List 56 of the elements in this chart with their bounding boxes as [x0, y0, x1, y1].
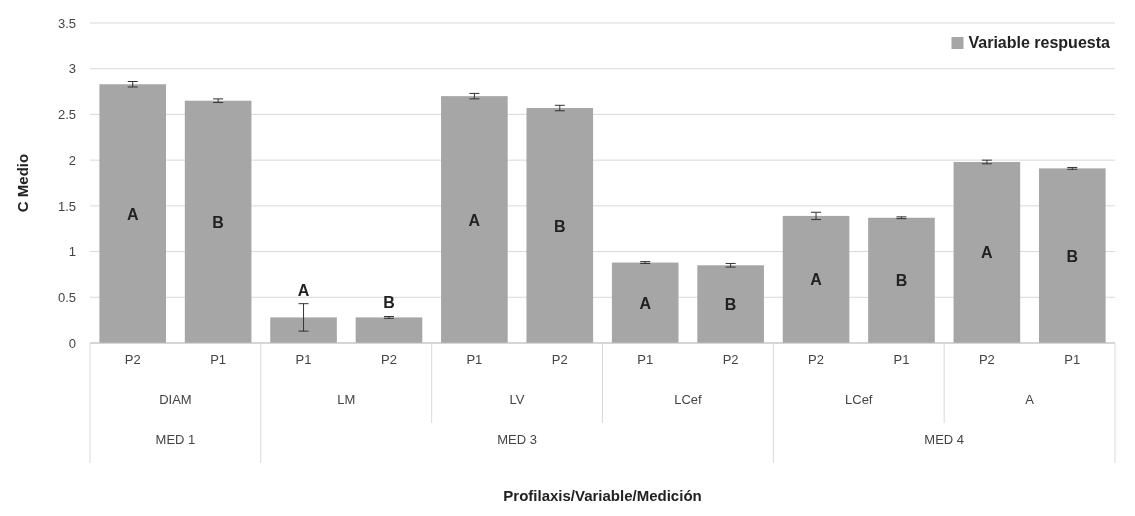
- text: A: [1025, 392, 1035, 407]
- x-tick-label: P1: [210, 352, 227, 367]
- y-tick-label: 1: [68, 244, 76, 260]
- y-axis-title: C Medio: [14, 153, 31, 213]
- legend-label: Variable respuesta: [968, 34, 1110, 51]
- x-tick-label: P2: [551, 352, 568, 367]
- text: MED 4: [924, 432, 965, 447]
- y-tick-label: 3: [68, 61, 76, 77]
- bar: [99, 84, 167, 343]
- data-label: A: [981, 244, 994, 262]
- bar: [441, 96, 508, 343]
- x-tick-label: P1: [637, 352, 654, 367]
- x-tick-label: P2: [808, 352, 824, 367]
- bar: [782, 215, 850, 343]
- y-tick-label: 1.5: [57, 198, 76, 214]
- data-label: B: [1066, 247, 1079, 265]
- y-tick-label: 2.5: [57, 107, 76, 123]
- y-tick-label: 3.5: [57, 15, 76, 31]
- text: LM: [337, 392, 356, 407]
- bar: [355, 317, 423, 343]
- text: Profilaxis/Variable/Medición: [503, 487, 702, 504]
- text: MED 1: [155, 432, 196, 447]
- x-tick-label: P1: [893, 352, 910, 367]
- bar: [953, 161, 1021, 343]
- data-label: A: [297, 281, 310, 299]
- text: DIAM: [159, 392, 192, 407]
- data-label: B: [383, 294, 395, 312]
- bar: [1038, 168, 1106, 343]
- data-label: B: [895, 272, 908, 290]
- text: LCef: [845, 392, 873, 407]
- x-tick-label: P2: [978, 352, 995, 367]
- text: LV: [509, 392, 525, 407]
- data-label: A: [126, 205, 139, 223]
- x-tick-label: P2: [381, 352, 397, 367]
- bar: [526, 108, 594, 343]
- x-tick-label: P1: [466, 352, 483, 367]
- data-label: A: [639, 294, 652, 312]
- bar: [868, 217, 935, 343]
- bar: [611, 262, 679, 343]
- data-label: B: [212, 213, 224, 231]
- bar: [184, 100, 252, 343]
- data-label: B: [554, 217, 566, 235]
- text: LCef: [674, 392, 703, 407]
- x-tick-label: P2: [124, 352, 141, 367]
- data-label: A: [468, 211, 481, 229]
- x-tick-label: P1: [1064, 352, 1081, 367]
- x-tick-label: P1: [295, 352, 312, 367]
- x-tick-label: P2: [722, 352, 739, 367]
- y-tick-label: 0: [68, 335, 76, 351]
- data-label: A: [810, 271, 823, 289]
- data-label: B: [724, 296, 737, 314]
- text: MED 3: [497, 432, 537, 447]
- bar: [270, 317, 337, 343]
- y-tick-label: 0.5: [57, 289, 76, 305]
- bar: [697, 265, 764, 343]
- y-tick-label: 2: [68, 152, 76, 168]
